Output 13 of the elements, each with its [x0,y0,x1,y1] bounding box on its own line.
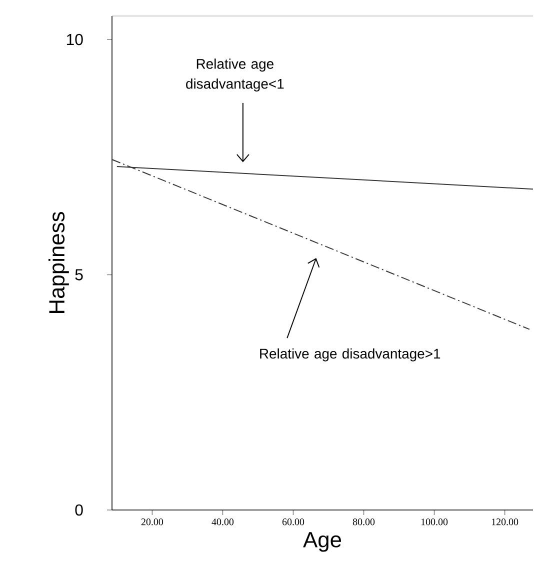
x-tick-label: 40.00 [212,518,234,526]
y-tick-label: 0 [75,504,84,516]
x-tick-label: 20.00 [142,518,164,526]
x-tick-label: 80.00 [353,518,375,526]
annotation: Relative age disadvantage<1 [186,58,284,92]
y-axis-title: Happiness [48,212,70,313]
annotation: Relative age disadvantage>1 [260,348,440,362]
x-tick-label: 100.00 [422,518,448,526]
x-tick-label: 60.00 [282,518,304,526]
y-tick-label: 10 [67,34,84,46]
x-axis-title: Age [303,532,342,552]
y-tick-label: 5 [76,269,84,280]
x-tick-label: 120.00 [492,518,518,526]
